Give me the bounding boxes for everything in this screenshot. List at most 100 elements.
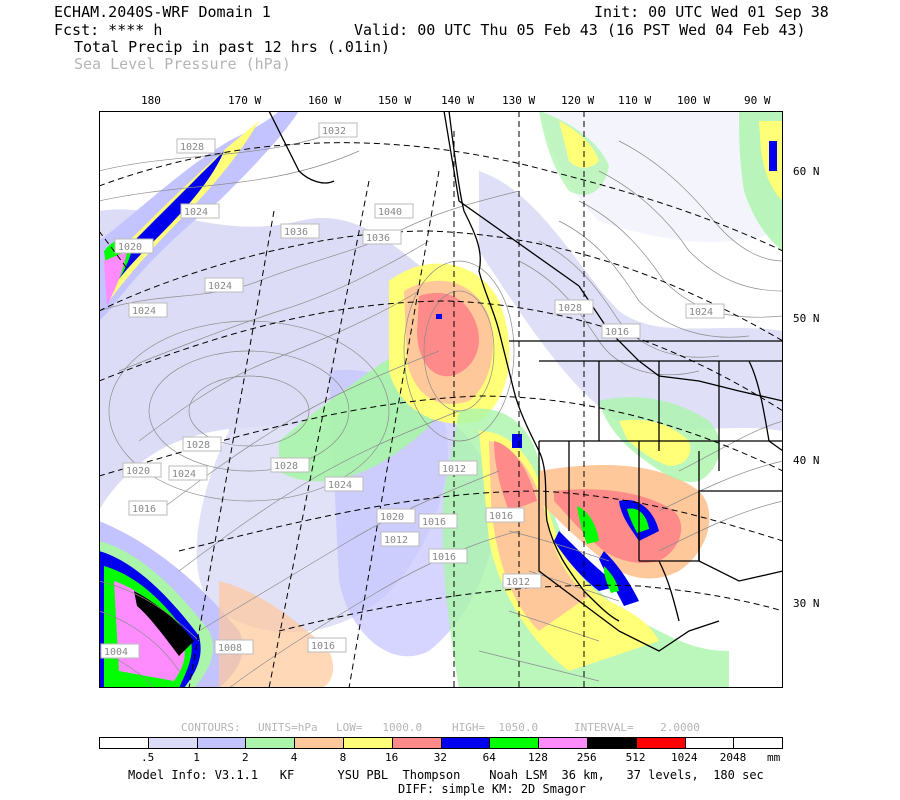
map-frame [99, 111, 783, 688]
lat-label-30n: 30 N [793, 597, 820, 610]
svg-text:1036: 1036 [284, 227, 308, 238]
colorbar-swatch [440, 737, 491, 749]
isobar-label: 1020 [122, 462, 162, 478]
contours-units: UNITS=hPa [258, 721, 318, 734]
colorbar-tick-label: 128 [528, 751, 548, 764]
isobar-label: 1028 [270, 457, 310, 473]
lon-label-100w: 100 W [677, 94, 711, 107]
lon-label-160w: 160 W [308, 94, 342, 107]
svg-text:1028: 1028 [274, 461, 298, 472]
isobar-label: 1024 [324, 476, 364, 492]
contours-label: CONTOURS: [181, 721, 241, 734]
svg-text:1012: 1012 [506, 577, 530, 588]
svg-text:1024: 1024 [172, 469, 196, 480]
forecast-hour: Fcst: **** h [54, 21, 163, 39]
isobar-labels: 1032 1028 1024 1020 1040 1036 1036 1024 … [100, 122, 725, 659]
colorbar-tick-label: 1 [193, 751, 200, 764]
svg-text:1012: 1012 [384, 535, 408, 546]
lon-label-110w: 110 W [618, 94, 652, 107]
lon-label-130w: 130 W [502, 94, 536, 107]
isobar-label: 1024 [180, 203, 220, 219]
colorbar-swatch [587, 737, 637, 749]
svg-text:1016: 1016 [311, 641, 335, 652]
lon-label-180: 180 [141, 94, 161, 107]
lon-label-150w: 150 W [378, 94, 412, 107]
svg-text:1024: 1024 [689, 307, 713, 318]
contours-interval: INTERVAL= 2.0000 [574, 721, 700, 734]
precip-pressure-map: 1032 1028 1024 1020 1040 1036 1036 1024 … [99, 111, 783, 688]
model-diff: DIFF: simple KM: 2D Smagor [398, 782, 586, 796]
colorbar-tick-label: 2 [242, 751, 249, 764]
colorbar-swatch [391, 737, 442, 749]
field-precip-label: Total Precip in past 12 hrs (.01in) [74, 38, 391, 56]
isobar-label: 1028 [554, 299, 594, 315]
map-boundaries [268, 111, 783, 652]
svg-text:1020: 1020 [380, 512, 404, 523]
colorbar-units: mm [767, 751, 781, 764]
svg-text:1016: 1016 [489, 511, 513, 522]
lon-label-90w: 90 W [744, 94, 771, 107]
svg-text:1024: 1024 [132, 306, 156, 317]
isobar-label: 1016 [128, 500, 168, 516]
colorbar-swatch [196, 737, 247, 749]
colorbar-swatch [489, 737, 540, 749]
svg-text:1004: 1004 [104, 647, 128, 658]
colorbar-swatch [635, 737, 686, 749]
colorbar-swatch [294, 737, 344, 749]
colorbar-tick-label: 256 [576, 751, 597, 764]
colorbar-tick-label: 16 [385, 751, 399, 764]
lat-label-60n: 60 N [793, 165, 820, 178]
isobar-label: 1016 [307, 637, 347, 653]
colorbar-swatch [245, 737, 296, 749]
model-info: Model Info: V3.1.1 KF YSU PBL Thompson N… [128, 768, 764, 782]
lon-label-170w: 170 W [228, 94, 262, 107]
isobar-label: 1036 [362, 229, 402, 245]
lat-lon-grid [99, 111, 783, 688]
isobar-label: 1016 [428, 548, 468, 564]
isobar-label: 1032 [318, 122, 358, 138]
isobar-label: 1040 [374, 203, 414, 219]
svg-text:1028: 1028 [180, 142, 204, 153]
isobar-label: 1004 [100, 643, 140, 659]
precip-shading [99, 111, 783, 688]
isobar-label: 1016 [418, 513, 458, 529]
svg-text:1028: 1028 [558, 303, 582, 314]
svg-text:1008: 1008 [218, 643, 242, 654]
svg-text:1024: 1024 [208, 281, 232, 292]
isobar-label: 1024 [168, 465, 208, 481]
colorbar-tick-label: 8 [339, 751, 347, 764]
colorbar-swatch [147, 737, 198, 749]
lon-label-140w: 140 W [441, 94, 475, 107]
svg-text:1024: 1024 [328, 480, 352, 491]
svg-text:1024: 1024 [184, 207, 208, 218]
isobar-label: 1020 [114, 238, 154, 254]
lat-label-50n: 50 N [793, 312, 820, 325]
svg-text:1016: 1016 [422, 517, 446, 528]
isobar-label: 1036 [280, 223, 320, 239]
svg-text:1016: 1016 [605, 327, 629, 338]
isobar-label: 1012 [380, 531, 420, 547]
isobar-label: 1028 [176, 138, 216, 154]
isobar-label: 1028 [182, 436, 222, 452]
colorbar-tick-label: 32 [433, 751, 448, 764]
isobar-label: 1024 [685, 303, 725, 319]
svg-text:1020: 1020 [118, 242, 142, 253]
svg-text:1016: 1016 [432, 552, 456, 563]
colorbar-tick-label: 1024 [671, 751, 698, 764]
contours-high: HIGH= 1050.0 [452, 721, 539, 734]
lon-label-120w: 120 W [561, 94, 595, 107]
svg-text:1012: 1012 [442, 464, 466, 475]
isobar-label: 1008 [214, 639, 254, 655]
colorbar-tick-label: 2048 [719, 751, 747, 764]
colorbar-tick-label: .5 [141, 751, 155, 764]
colorbar-tick-label: 64 [482, 751, 496, 764]
isobar-label: 1024 [128, 302, 168, 318]
svg-text:1020: 1020 [126, 466, 150, 477]
isobar-label: 1012 [502, 573, 542, 589]
svg-text:1032: 1032 [322, 126, 346, 137]
init-time: Init: 00 UTC Wed 01 Sep 38 [594, 3, 829, 21]
isobar-label: 1012 [438, 460, 478, 476]
colorbar-swatch [99, 737, 149, 749]
colorbar-tick-label: 4 [290, 751, 298, 764]
colorbar-tick-label: 512 [625, 751, 646, 764]
